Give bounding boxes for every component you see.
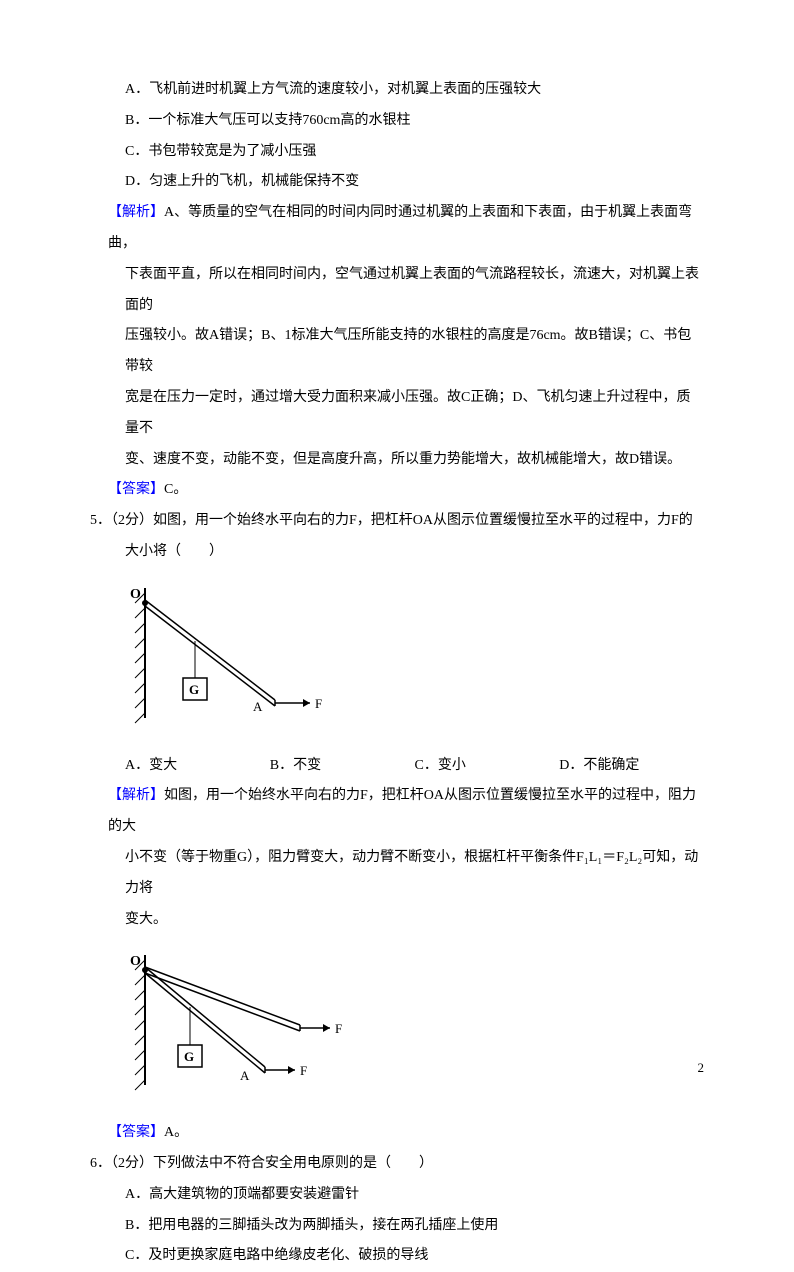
- option-d: D．匀速上升的飞机，机械能保持不变: [90, 167, 704, 198]
- q6-option-b: B．把用电器的三脚插头改为两脚插头，接在两孔插座上使用: [90, 1211, 704, 1242]
- q5-diagram-2: O G A F F: [90, 945, 704, 1108]
- analysis-label: 【解析】: [108, 205, 164, 220]
- svg-text:G: G: [189, 682, 199, 697]
- option-a: A．飞机前进时机翼上方气流的速度较小，对机翼上表面的压强较大: [90, 75, 704, 106]
- analysis-text: A、等质量的空气在相同的时间内同时通过机翼的上表面和下表面，由于机翼上表面弯曲，: [108, 205, 692, 251]
- option-b: B．一个标准大气压可以支持760cm高的水银柱: [90, 106, 704, 137]
- analysis-text: 宽是在压力一定时，通过增大受力面积来减小压强。故C正确；D、飞机匀速上升过程中，…: [90, 383, 704, 445]
- q5-stem: 5．（2分）如图，用一个始终水平向右的力F，把杠杆OA从图示位置缓慢拉至水平的过…: [90, 506, 704, 537]
- analysis-text: 变、速度不变，动能不变，但是高度升高，所以重力势能增大，故机械能增大，故D错误。: [90, 445, 704, 476]
- q6-stem: 6．（2分）下列做法中不符合安全用电原则的是（ ）: [90, 1149, 704, 1180]
- page-number: 2: [698, 1054, 705, 1083]
- svg-text:G: G: [184, 1049, 194, 1064]
- svg-text:F: F: [315, 696, 322, 711]
- q5-analysis-block: 【解析】如图，用一个始终水平向右的力F，把杠杆OA从图示位置缓慢拉至水平的过程中…: [90, 781, 704, 843]
- analysis-text: 变大。: [90, 905, 704, 936]
- analysis-text: 小不变（等于物重G），阻力臂变大，动力臂不断变小，根据杠杆平衡条件F₁L₁＝F₂…: [90, 843, 704, 905]
- q6-option-a: A．高大建筑物的顶端都要安装避雷针: [90, 1180, 704, 1211]
- analysis-label: 【解析】: [108, 788, 164, 803]
- answer-block: 【答案】C。: [90, 475, 704, 506]
- q5-option-a: A．变大: [125, 751, 270, 782]
- q5-option-d: D．不能确定: [559, 751, 704, 782]
- analysis-text: 压强较小。故A错误；B、1标准大气压所能支持的水银柱的高度是76cm。故B错误；…: [90, 321, 704, 383]
- analysis-text: 下表面平直，所以在相同时间内，空气通过机翼上表面的气流路程较长，流速大，对机翼上…: [90, 260, 704, 322]
- svg-text:F: F: [300, 1063, 307, 1078]
- answer-text: A。: [164, 1125, 188, 1140]
- answer-label: 【答案】: [108, 1125, 164, 1140]
- answer-label: 【答案】: [108, 482, 164, 497]
- svg-text:F: F: [335, 1021, 342, 1036]
- svg-text:A: A: [240, 1068, 250, 1083]
- svg-text:O: O: [130, 954, 141, 969]
- q5-option-b: B．不变: [270, 751, 415, 782]
- q5-options: A．变大 B．不变 C．变小 D．不能确定: [90, 751, 704, 782]
- answer-text: C。: [164, 482, 187, 497]
- q5-stem: 大小将（ ）: [90, 537, 704, 568]
- analysis-text: 如图，用一个始终水平向右的力F，把杠杆OA从图示位置缓慢拉至水平的过程中，阻力的…: [108, 788, 696, 834]
- option-c: C．书包带较宽是为了减小压强: [90, 137, 704, 168]
- q5-diagram-1: O G A F: [90, 578, 704, 741]
- q5-option-c: C．变小: [415, 751, 560, 782]
- svg-text:O: O: [130, 587, 141, 602]
- analysis-block: 【解析】A、等质量的空气在相同的时间内同时通过机翼的上表面和下表面，由于机翼上表…: [90, 198, 704, 260]
- svg-text:A: A: [253, 699, 263, 714]
- q6-option-c: C．及时更换家庭电路中绝缘皮老化、破损的导线: [90, 1241, 704, 1272]
